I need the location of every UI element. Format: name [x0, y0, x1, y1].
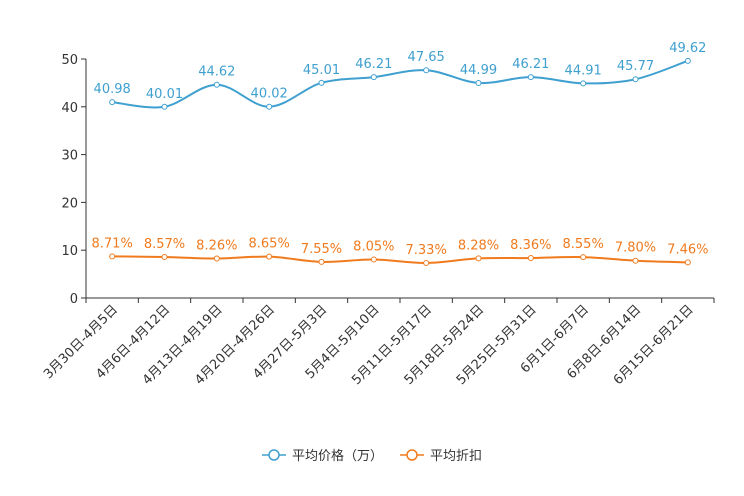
legend-marker-icon: [406, 449, 418, 461]
x-axis: 3月30日-4月5日4月6日-4月12日4月13日-4月19日4月20日-4月2…: [41, 297, 715, 388]
legend[interactable]: 平均价格（万） 平均折扣: [262, 448, 482, 464]
data-point[interactable]: [161, 103, 168, 110]
data-label: 8.71%: [92, 236, 133, 251]
y-tick-label: 30: [61, 149, 78, 164]
data-label: 40.01: [146, 87, 183, 102]
data-point[interactable]: [266, 103, 273, 110]
series-layer: [109, 57, 691, 266]
y-axis: 0 10 20 30 40 50: [61, 53, 87, 307]
data-point[interactable]: [527, 255, 534, 262]
data-label: 7.80%: [615, 241, 656, 256]
data-point[interactable]: [580, 80, 587, 87]
data-point[interactable]: [632, 257, 639, 264]
data-label: 7.33%: [406, 243, 447, 258]
data-label: 47.65: [408, 50, 445, 65]
data-point[interactable]: [266, 253, 273, 260]
data-label: 8.28%: [458, 238, 499, 253]
data-label: 7.46%: [667, 242, 708, 257]
data-point[interactable]: [684, 259, 691, 266]
data-point[interactable]: [318, 258, 325, 265]
legend-item-1[interactable]: 平均折扣: [400, 449, 482, 464]
data-point[interactable]: [684, 57, 691, 64]
data-point[interactable]: [475, 79, 482, 86]
data-label: 44.62: [198, 65, 235, 80]
data-point[interactable]: [423, 67, 430, 74]
data-label: 8.05%: [353, 240, 394, 255]
y-tick-label: 10: [61, 244, 78, 259]
data-point[interactable]: [370, 256, 377, 263]
data-point[interactable]: [475, 255, 482, 262]
data-label: 40.98: [94, 82, 131, 97]
legend-item-0[interactable]: 平均价格（万）: [262, 448, 383, 464]
data-point[interactable]: [527, 74, 534, 81]
legend-label: 平均价格（万）: [292, 448, 383, 464]
data-label: 8.65%: [249, 237, 290, 252]
data-point[interactable]: [213, 81, 220, 88]
data-label: 49.62: [669, 41, 706, 56]
data-point[interactable]: [213, 255, 220, 262]
y-tick-label: 0: [70, 292, 78, 307]
data-point[interactable]: [632, 76, 639, 83]
data-label: 8.26%: [196, 239, 237, 254]
data-point[interactable]: [318, 79, 325, 86]
data-point[interactable]: [580, 254, 587, 261]
data-label: 8.55%: [563, 237, 604, 252]
data-label: 7.55%: [301, 242, 342, 257]
data-point[interactable]: [423, 259, 430, 266]
data-point[interactable]: [109, 99, 116, 106]
data-label: 8.57%: [144, 237, 185, 252]
data-label: 44.99: [460, 63, 497, 78]
data-label: 46.21: [512, 57, 549, 72]
data-label: 8.36%: [510, 238, 551, 253]
data-labels: 40.98 40.01 44.62 40.02 45.01 46.21 47.65 44.99…: [92, 41, 709, 258]
data-point[interactable]: [161, 254, 168, 261]
y-tick-label: 40: [61, 101, 78, 116]
series-line-1: [112, 255, 688, 264]
data-label: 45.77: [617, 59, 654, 74]
series-line-0: [112, 59, 689, 109]
data-point[interactable]: [109, 253, 116, 260]
data-label: 44.91: [565, 63, 602, 78]
legend-marker-icon: [268, 449, 280, 461]
legend-label: 平均折扣: [430, 449, 482, 464]
data-label: 45.01: [303, 63, 340, 78]
y-tick-label: 50: [61, 53, 78, 68]
data-point[interactable]: [370, 74, 377, 81]
data-label: 40.02: [251, 87, 288, 102]
data-label: 46.21: [355, 57, 392, 72]
y-tick-label: 20: [61, 196, 78, 211]
